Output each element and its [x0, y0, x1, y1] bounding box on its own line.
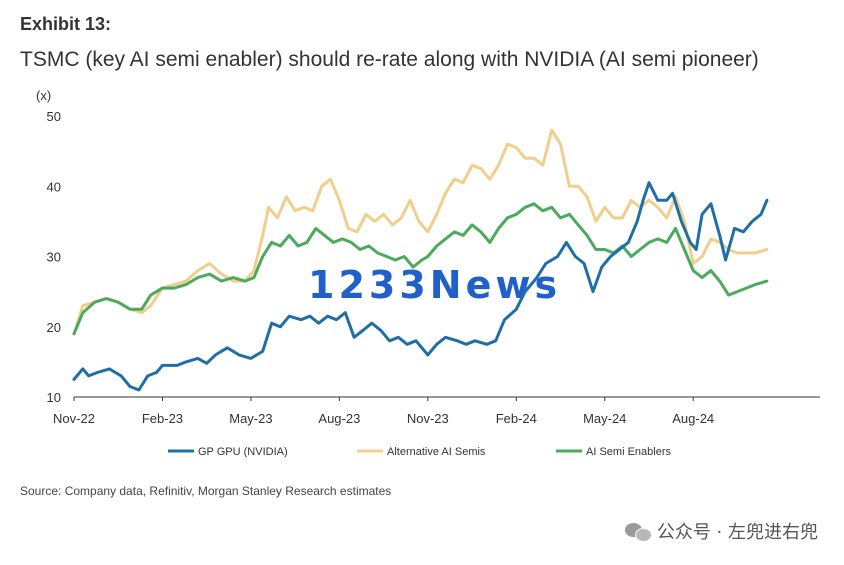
x-tick-label: Nov-22: [53, 411, 95, 426]
y-tick-label: 20: [47, 320, 61, 335]
y-tick-label: 30: [47, 250, 61, 265]
y-tick-label: 50: [47, 109, 61, 124]
x-tick-label: Feb-24: [496, 411, 537, 426]
y-tick-label: 40: [47, 179, 61, 194]
x-axis: Nov-22 Feb-23 May-23 Aug-23 Nov-23 Feb-24 May-…: [53, 396, 820, 426]
series-line-3: [72, 202, 769, 336]
series-lines: [72, 128, 769, 392]
legend-label: GP GPU (NVIDIA): [198, 446, 288, 458]
y-axis-unit-label: (x): [36, 88, 51, 103]
x-tick-label: May-24: [583, 411, 626, 426]
legend: GP GPU (NVIDIA) Alternative AI Semis AI Se…: [168, 446, 671, 458]
x-tick-label: Aug-23: [318, 411, 360, 426]
x-tick-label: Feb-23: [142, 411, 183, 426]
y-axis: 10 20 30 40 50: [47, 109, 61, 405]
watermark-text: 1233News: [308, 263, 561, 307]
x-tick-label: Aug-24: [672, 411, 714, 426]
legend-label: AI Semi Enablers: [586, 446, 671, 458]
series-line-2: [72, 128, 769, 336]
legend-label: Alternative AI Semis: [387, 446, 486, 458]
brand-mark: 公众号 · 左兜进右兜: [624, 518, 818, 544]
series-line-1: [72, 181, 769, 392]
x-tick-label: May-23: [229, 411, 272, 426]
x-tick-label: Nov-23: [407, 411, 449, 426]
brand-label: 公众号 · 左兜进右兜: [656, 522, 818, 543]
source-note: Source: Company data, Refinitiv, Morgan …: [20, 484, 392, 498]
y-tick-label: 10: [47, 390, 61, 405]
exhibit-label: Exhibit 13:: [20, 14, 112, 34]
chart-title: TSMC (key AI semi enabler) should re-rat…: [20, 48, 759, 71]
chat-bubble-icon: [624, 521, 652, 542]
